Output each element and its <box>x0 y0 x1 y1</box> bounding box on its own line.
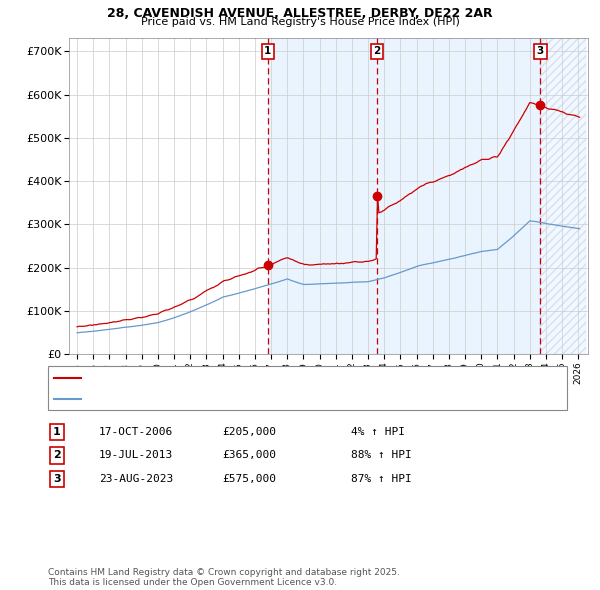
Text: 17-OCT-2006: 17-OCT-2006 <box>99 427 173 437</box>
Text: £575,000: £575,000 <box>222 474 276 484</box>
Text: 3: 3 <box>536 47 544 56</box>
Text: Price paid vs. HM Land Registry's House Price Index (HPI): Price paid vs. HM Land Registry's House … <box>140 17 460 27</box>
Text: Contains HM Land Registry data © Crown copyright and database right 2025.
This d: Contains HM Land Registry data © Crown c… <box>48 568 400 587</box>
Text: 3: 3 <box>53 474 61 484</box>
Text: 4% ↑ HPI: 4% ↑ HPI <box>351 427 405 437</box>
Text: 28, CAVENDISH AVENUE, ALLESTREE, DERBY, DE22 2AR (detached house): 28, CAVENDISH AVENUE, ALLESTREE, DERBY, … <box>87 373 449 383</box>
Text: 28, CAVENDISH AVENUE, ALLESTREE, DERBY, DE22 2AR: 28, CAVENDISH AVENUE, ALLESTREE, DERBY, … <box>107 7 493 20</box>
Text: 87% ↑ HPI: 87% ↑ HPI <box>351 474 412 484</box>
Text: 2: 2 <box>53 451 61 460</box>
Text: 88% ↑ HPI: 88% ↑ HPI <box>351 451 412 460</box>
Text: £365,000: £365,000 <box>222 451 276 460</box>
Text: 23-AUG-2023: 23-AUG-2023 <box>99 474 173 484</box>
Text: HPI: Average price, detached house, City of Derby: HPI: Average price, detached house, City… <box>87 394 332 404</box>
Bar <box>268 38 541 354</box>
Text: 2: 2 <box>373 47 380 56</box>
Text: 1: 1 <box>53 427 61 437</box>
Text: 19-JUL-2013: 19-JUL-2013 <box>99 451 173 460</box>
Text: £205,000: £205,000 <box>222 427 276 437</box>
Bar <box>541 38 586 354</box>
Text: 1: 1 <box>264 47 271 56</box>
